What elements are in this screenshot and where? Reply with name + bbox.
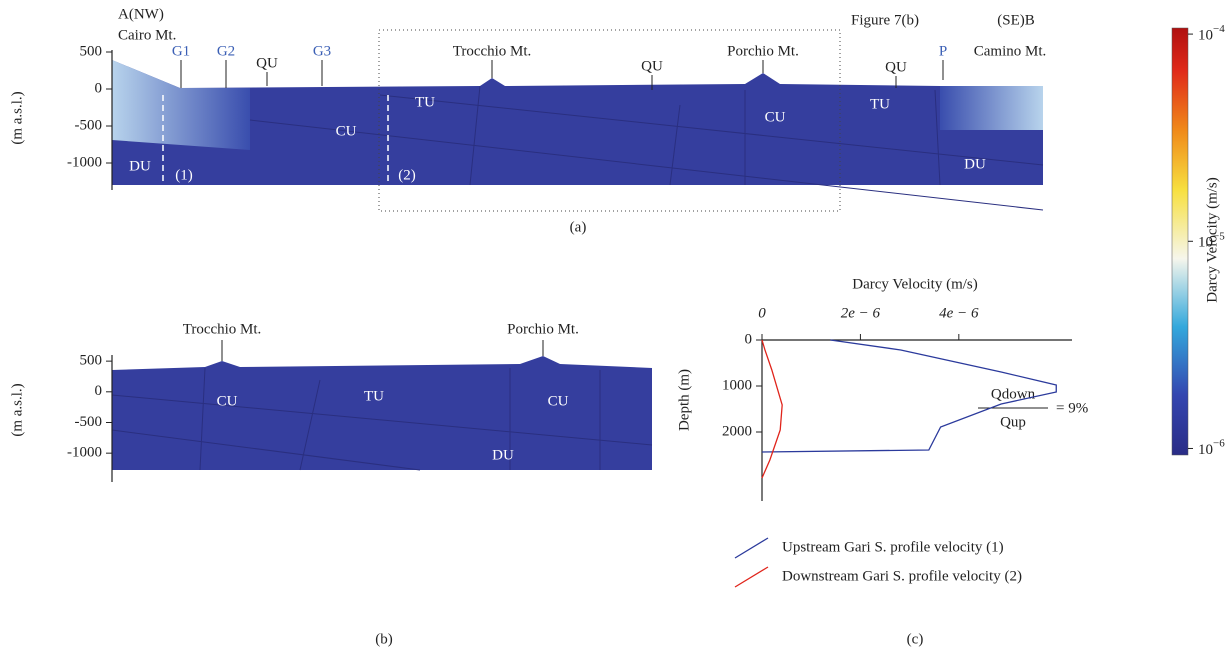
label: G1 [172,43,190,59]
annotation: = 9% [1056,400,1088,416]
annotation: Qup [1000,414,1026,430]
legend-label: Upstream Gari S. profile velocity (1) [782,539,1004,555]
colorbar-tick-label: 10−6 [1198,437,1225,458]
label: Figure 7(b) [851,12,919,28]
colorbar [1171,27,1189,456]
label: DU [129,158,151,174]
label: QU [256,55,278,71]
label: (2) [398,167,416,183]
y-tick-label: -500 [75,117,103,133]
label: TU [364,388,384,404]
x-axis-label: Darcy Velocity (m/s) [852,276,978,292]
y-tick-label: 500 [80,353,103,369]
legend-label: Downstream Gari S. profile velocity (2) [782,568,1022,584]
label: Camino Mt. [974,43,1047,59]
label: Cairo Mt. [118,27,176,43]
label: Porchio Mt. [507,321,579,337]
exponent: −5 [1213,230,1225,242]
colorbar-tick-label: 10−4 [1198,23,1225,44]
section-b [111,340,653,471]
annotation: Qdown [991,386,1036,402]
y-tick-label: 0 [95,383,103,399]
y-tick-label: 500 [80,43,103,59]
label: Trocchio Mt. [183,321,262,337]
label: QU [885,59,907,75]
label: A(NW) [118,6,164,22]
colorbar-label: Darcy Velocity (m/s) [1204,177,1220,303]
label: CU [217,393,238,409]
label: DU [964,156,986,172]
x-tick-label: 2e − 6 [841,305,881,321]
label: QU [641,58,663,74]
exponent: −4 [1213,23,1225,35]
y-tick-label: -1000 [67,445,102,461]
exponent: −6 [1213,437,1225,449]
label: CU [336,123,357,139]
label: G3 [313,43,331,59]
label: Porchio Mt. [727,43,799,59]
caption: (c) [907,631,924,647]
y-axis-label: (m a.s.l.) [9,91,25,144]
label: TU [415,94,435,110]
y-axis-label: Depth (m) [676,369,692,431]
label: (SE)B [997,12,1035,28]
caption: (b) [375,631,393,647]
caption: (a) [570,219,587,235]
legend-swatch [734,566,769,588]
line [761,339,783,479]
label: (1) [175,167,193,183]
label: G2 [217,43,235,59]
y-tick-label: 0 [95,80,103,96]
x-tick-label: 0 [758,305,766,321]
line [761,339,1057,453]
y-tick-label: 2000 [722,423,752,439]
legend-swatch [734,537,769,559]
label: CU [765,109,786,125]
label: DU [492,447,514,463]
x-tick-label: 4e − 6 [939,305,979,321]
y-tick-label: 1000 [722,377,752,393]
section-a [112,29,1044,212]
y-tick-label: -1000 [67,154,102,170]
y-tick-label: -500 [75,414,103,430]
label: Trocchio Mt. [453,43,532,59]
y-tick-label: 0 [745,331,753,347]
label: P [939,43,947,59]
label: TU [870,96,890,112]
y-axis-label: (m a.s.l.) [9,383,25,436]
label: CU [548,393,569,409]
